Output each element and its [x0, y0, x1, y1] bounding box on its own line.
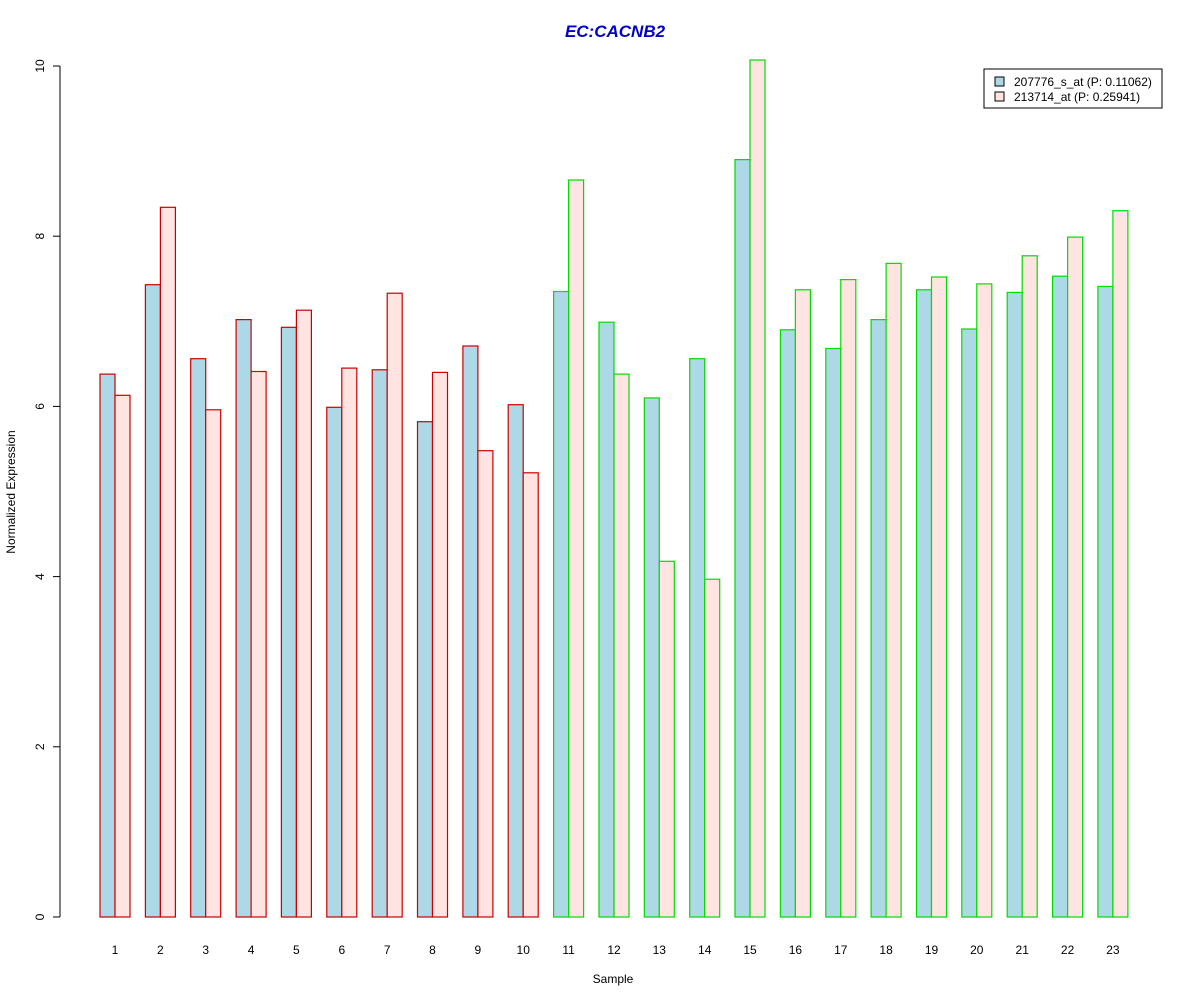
- y-tick-label: 2: [33, 743, 47, 750]
- legend-label-series-2: 213714_at (P: 0.25941): [1014, 90, 1140, 104]
- bar-sample-9-series-2: [477, 450, 494, 918]
- bar-sample-2-series-2: [159, 206, 176, 918]
- bar-sample-21-series-2: [1021, 255, 1038, 918]
- bar-sample-23-series-2: [1112, 210, 1129, 918]
- bar-sample-3-series-2: [205, 409, 222, 918]
- bar-sample-15-series-2: [749, 59, 766, 918]
- x-tick-label: 14: [698, 943, 712, 957]
- x-tick-label: 22: [1061, 943, 1075, 957]
- y-tick-label: 4: [33, 573, 47, 580]
- bar-sample-9-series-1: [462, 345, 479, 918]
- bar-sample-11-series-2: [567, 179, 585, 918]
- y-tick-label: 0: [33, 913, 47, 920]
- bar-sample-23-series-1: [1097, 285, 1114, 918]
- x-tick-label: 18: [879, 943, 893, 957]
- bar-sample-5-series-2: [295, 309, 312, 918]
- x-tick-label: 21: [1016, 943, 1030, 957]
- x-tick-label: 12: [607, 943, 621, 957]
- legend-swatch-series-1: [994, 76, 1005, 87]
- bar-sample-10-series-2: [522, 472, 539, 918]
- bar-sample-6-series-2: [341, 367, 358, 918]
- legend-box: [983, 68, 1163, 109]
- x-tick-label: 3: [202, 943, 209, 957]
- x-tick-label: 2: [157, 943, 164, 957]
- bar-sample-8-series-1: [416, 421, 434, 918]
- bar-sample-3-series-1: [190, 358, 207, 918]
- bar-sample-20-series-2: [976, 283, 993, 918]
- bar-sample-5-series-1: [280, 326, 297, 918]
- x-tick-label: 1: [112, 943, 119, 957]
- y-tick-label: 10: [33, 59, 47, 73]
- bar-sample-12-series-2: [613, 373, 630, 918]
- x-axis-label: Sample: [593, 972, 634, 986]
- y-tick-label: 8: [33, 233, 47, 240]
- bar-sample-21-series-1: [1006, 291, 1023, 918]
- bar-sample-17-series-1: [825, 347, 842, 918]
- bar-sample-7-series-2: [386, 292, 403, 918]
- bar-sample-15-series-1: [734, 159, 751, 918]
- chart-title: EC:CACNB2: [565, 22, 666, 41]
- x-tick-label: 6: [338, 943, 345, 957]
- bar-sample-22-series-2: [1066, 236, 1084, 918]
- bar-sample-1-series-2: [114, 394, 131, 918]
- x-axis-tick-labels: 1 2 3 4 5 6 7 8 9 10 11 12 13 14 15 16 17 18 19 20 21 22 23: [112, 943, 1120, 957]
- x-tick-label: 5: [293, 943, 300, 957]
- x-tick-label: 4: [248, 943, 255, 957]
- x-tick-label: 23: [1106, 943, 1120, 957]
- bar-sample-19-series-2: [930, 276, 948, 918]
- x-tick-label: 11: [562, 943, 575, 957]
- bar-sample-7-series-1: [371, 369, 388, 918]
- bar-sample-6-series-1: [326, 406, 343, 918]
- legend: 207776_s_at (P: 0.11062)213714_at (P: 0.…: [983, 68, 1163, 109]
- bar-sample-16-series-1: [779, 329, 797, 918]
- x-tick-label: 10: [517, 943, 531, 957]
- bar-sample-19-series-1: [915, 289, 933, 918]
- bar-sample-13-series-1: [643, 397, 660, 918]
- x-tick-label: 15: [743, 943, 757, 957]
- bar-sample-13-series-2: [658, 560, 675, 918]
- bar-sample-10-series-1: [507, 404, 524, 918]
- x-tick-label: 9: [475, 943, 482, 957]
- bar-sample-4-series-1: [235, 319, 252, 918]
- y-axis: 0 2 4 6 8 10: [33, 59, 61, 920]
- y-axis-label: Normalized Expression: [4, 430, 18, 553]
- x-tick-label: 16: [789, 943, 803, 957]
- legend-swatch-series-2: [994, 91, 1005, 102]
- x-tick-label: 13: [653, 943, 667, 957]
- x-tick-label: 17: [834, 943, 848, 957]
- bar-sample-17-series-2: [840, 279, 857, 918]
- x-tick-label: 8: [429, 943, 436, 957]
- bar-sample-1-series-1: [99, 373, 116, 918]
- legend-label-series-1: 207776_s_at (P: 0.11062): [1014, 75, 1152, 89]
- bar-sample-22-series-1: [1051, 275, 1069, 918]
- bar-sample-11-series-1: [552, 290, 570, 918]
- bar-sample-2-series-1: [144, 284, 161, 918]
- bar-sample-16-series-2: [794, 289, 812, 918]
- bar-sample-14-series-1: [689, 358, 706, 918]
- bar-sample-18-series-2: [885, 262, 902, 918]
- x-tick-label: 19: [925, 943, 939, 957]
- x-tick-label: 7: [384, 943, 391, 957]
- bar-sample-12-series-1: [598, 321, 615, 918]
- bar-sample-14-series-2: [704, 578, 721, 918]
- bar-sample-20-series-1: [961, 328, 978, 918]
- bars-group: [99, 59, 1129, 918]
- bar-sample-8-series-2: [431, 371, 449, 918]
- x-tick-label: 20: [970, 943, 984, 957]
- y-tick-label: 6: [33, 403, 47, 410]
- bar-sample-18-series-1: [870, 319, 887, 918]
- bar-sample-4-series-2: [250, 370, 267, 918]
